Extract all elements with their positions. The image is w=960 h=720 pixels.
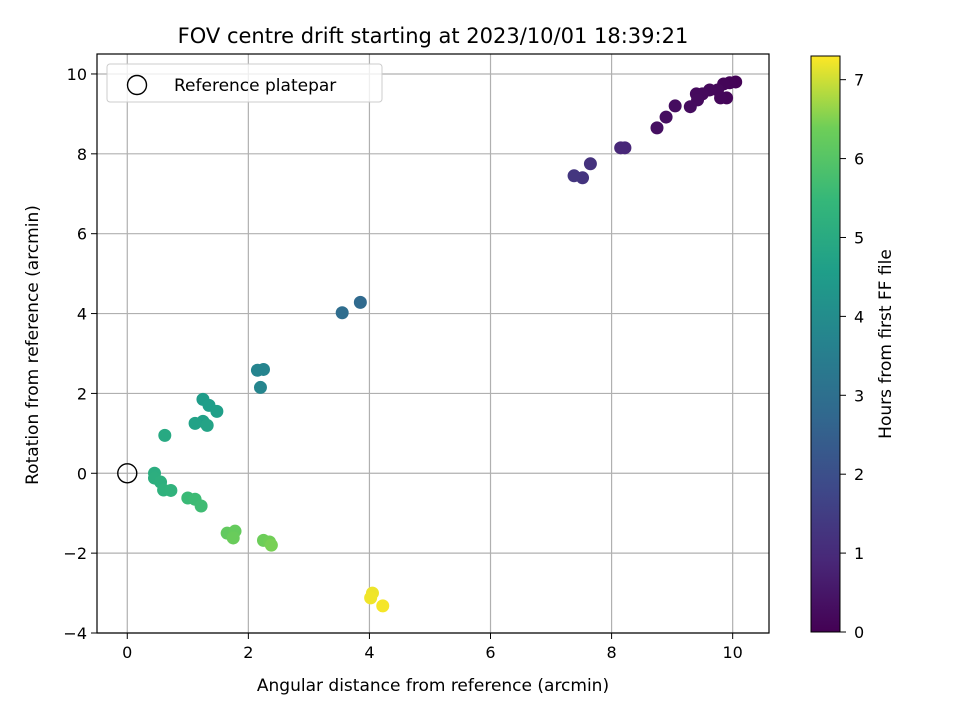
x-tick-label: 0 [122,643,132,662]
x-tick-label: 10 [722,643,742,662]
data-point [226,531,240,545]
legend-entry-reference: Reference platepar [174,76,336,96]
colorbar: 0 1 2 3 4 5 6 7 Hours from first FF file [810,55,896,642]
y-axis-ticks: −4 −2 0 2 4 6 8 10 [63,65,97,643]
reference-point-group [117,463,138,484]
data-point [158,428,172,442]
data-point [194,499,208,513]
reference-point-marker [117,463,138,484]
colorbar-tick-label: 2 [854,465,864,484]
colorbar-tick-label: 6 [854,150,864,169]
y-tick-label: 2 [77,384,87,403]
y-tick-label: 6 [77,225,87,244]
legend: Reference platepar [106,63,383,103]
data-point [659,110,673,124]
data-point [650,121,664,135]
colorbar-tick-label: 7 [854,71,864,90]
data-point [210,404,224,418]
x-axis-label: Angular distance from reference (arcmin) [257,676,609,696]
x-tick-label: 6 [485,643,495,662]
y-tick-label: 0 [77,464,87,483]
y-axis-label: Rotation from reference (arcmin) [23,205,43,485]
plot-frame [96,53,770,634]
y-tick-label: 8 [77,145,87,164]
data-point [250,363,264,377]
x-tick-label: 8 [607,643,617,662]
data-point [668,99,682,113]
x-axis-ticks: 0 2 4 6 8 10 [122,633,743,662]
y-tick-label: 4 [77,305,87,324]
colorbar-ticks: 0 1 2 3 4 5 6 7 [840,71,864,642]
data-point [364,591,378,605]
colorbar-tick-label: 0 [854,623,864,642]
data-point [353,295,367,309]
x-tick-label: 2 [243,643,253,662]
data-point [567,169,581,183]
colorbar-tick-label: 1 [854,544,864,563]
colorbar-tick-label: 4 [854,307,864,326]
colorbar-tick-label: 5 [854,228,864,247]
data-point [200,418,214,432]
data-point [583,157,597,171]
data-point [683,100,697,114]
data-point [376,599,390,613]
data-point [614,141,628,155]
data-point [253,380,267,394]
colorbar-label: Hours from first FF file [876,249,896,439]
colorbar-tick-label: 3 [854,386,864,405]
y-tick-label: −2 [63,544,87,563]
legend-marker-reference [126,74,148,96]
colorbar-gradient [810,55,841,633]
grid-lines [97,54,769,634]
y-tick-label: −4 [63,624,87,643]
data-point [188,416,202,430]
data-points [148,75,743,613]
x-tick-label: 4 [364,643,374,662]
chart-title: FOV centre drift starting at 2023/10/01 … [178,24,689,48]
data-point [264,538,278,552]
data-point [164,483,178,497]
legend-box [106,63,383,103]
y-tick-label: 10 [67,65,87,84]
data-point [335,306,349,320]
